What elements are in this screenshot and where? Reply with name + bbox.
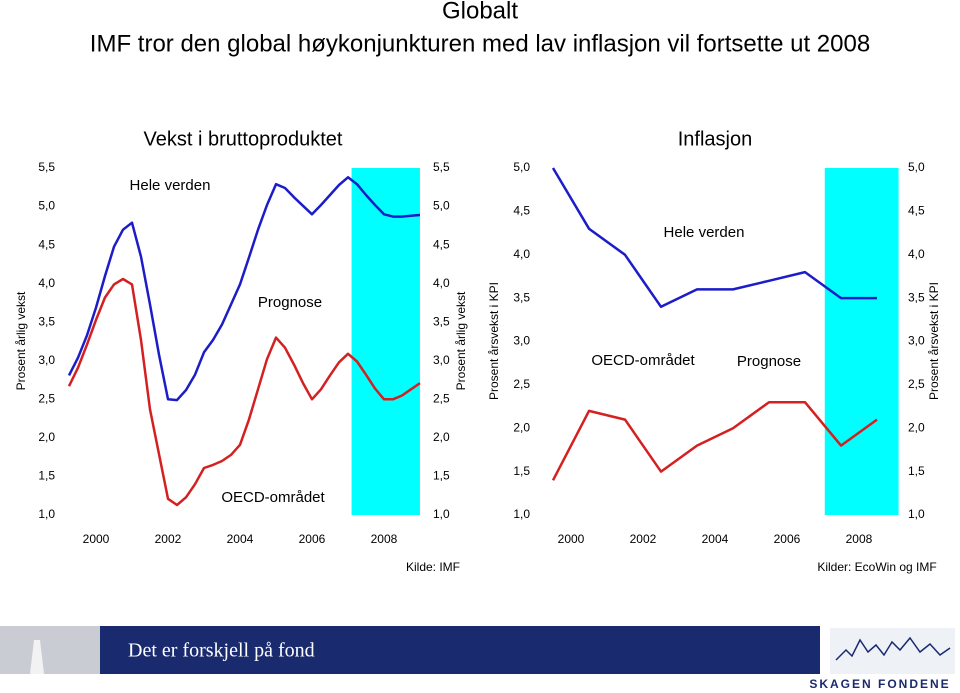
- y-tick-label: 5,0: [38, 199, 55, 213]
- y2-tick-label: 3,5: [433, 314, 450, 328]
- annotation: OECD-området: [591, 352, 695, 369]
- chart-title: Vekst i bruttoproduktet: [143, 128, 342, 150]
- y2-tick-label: 4,0: [433, 276, 450, 290]
- annotation: Hele verden: [664, 224, 745, 241]
- x-tick-label: 2008: [371, 532, 398, 546]
- x-tick-label: 2000: [558, 532, 585, 546]
- y-tick-label: 2,0: [38, 430, 55, 444]
- x-tick-label: 2004: [702, 532, 729, 546]
- y2-axis-label: Prosent årsvekst i KPI: [927, 282, 941, 400]
- forecast-region: [351, 168, 420, 515]
- y2-tick-label: 4,5: [433, 237, 450, 251]
- y2-tick-label: 1,0: [908, 507, 925, 521]
- annotation: Hele verden: [130, 177, 211, 194]
- footer: Det er forskjell på fond SKAGEN FONDENE: [0, 625, 960, 691]
- y-tick-label: 5,5: [38, 160, 55, 174]
- y2-tick-label: 2,0: [908, 420, 925, 434]
- y2-tick-label: 2,5: [908, 377, 925, 391]
- y-tick-label: 3,0: [513, 334, 530, 348]
- footer-chart-line: [835, 636, 951, 661]
- source-note: Kilder: EcoWin og IMF: [817, 560, 936, 574]
- y-axis-label: Prosent årsvekst i KPI: [487, 282, 501, 400]
- chart-title: Inflasjon: [678, 128, 753, 150]
- y-axis-label: Prosent årlig vekst: [14, 291, 28, 390]
- annotation: Prognose: [737, 353, 801, 370]
- y-tick-label: 4,0: [38, 276, 55, 290]
- y2-tick-label: 1,0: [433, 507, 450, 521]
- y2-tick-label: 2,5: [433, 392, 450, 406]
- y2-tick-label: 4,5: [908, 204, 925, 218]
- y2-tick-label: 5,0: [908, 160, 925, 174]
- y2-tick-label: 1,5: [908, 464, 925, 478]
- x-tick-label: 2002: [630, 532, 657, 546]
- x-tick-label: 2006: [299, 532, 326, 546]
- x-tick-label: 2004: [227, 532, 254, 546]
- footer-band: [100, 626, 820, 674]
- x-tick-label: 2008: [846, 532, 873, 546]
- y2-tick-label: 3,0: [433, 353, 450, 367]
- series-line: [551, 400, 878, 481]
- y2-tick-label: 2,0: [433, 430, 450, 444]
- lighthouse-photo: [0, 626, 100, 674]
- forecast-region: [824, 168, 899, 515]
- series-line: [67, 176, 421, 402]
- footer-brand: SKAGEN FONDENE: [809, 677, 950, 691]
- slide-title: Globalt: [442, 0, 518, 24]
- lighthouse: [30, 640, 44, 674]
- y-tick-label: 5,0: [513, 160, 530, 174]
- y-tick-label: 4,5: [38, 237, 55, 251]
- y2-tick-label: 3,5: [908, 290, 925, 304]
- y-tick-label: 1,5: [38, 469, 55, 483]
- y-tick-label: 3,0: [38, 353, 55, 367]
- y-tick-label: 4,5: [513, 204, 530, 218]
- footer-slogan: Det er forskjell på fond: [128, 640, 315, 662]
- chart: Inflasjon 1,0 1,0 1,5 1,5 2,0 2,0 2,5 2,5 3,0 3,0 3…: [487, 128, 941, 574]
- annotation: OECD-området: [221, 489, 325, 506]
- y-tick-label: 2,0: [513, 420, 530, 434]
- y2-tick-label: 5,5: [433, 160, 450, 174]
- y2-tick-label: 1,5: [433, 469, 450, 483]
- y-tick-label: 3,5: [38, 314, 55, 328]
- y-tick-label: 3,5: [513, 290, 530, 304]
- y-tick-label: 1,5: [513, 464, 530, 478]
- footer-chart-image: [830, 628, 955, 674]
- y-tick-label: 1,0: [513, 507, 530, 521]
- source-note: Kilde: IMF: [406, 560, 460, 574]
- y2-tick-label: 4,0: [908, 247, 925, 261]
- y2-tick-label: 3,0: [908, 334, 925, 348]
- chart: Vekst i bruttoproduktet 1,0 1,0 1,5 1,5 2,0 2,…: [14, 128, 468, 574]
- y-tick-label: 4,0: [513, 247, 530, 261]
- slide-subtitle: IMF tror den global høykonjunkturen med …: [90, 30, 870, 57]
- y-tick-label: 2,5: [513, 377, 530, 391]
- x-tick-label: 2002: [155, 532, 182, 546]
- y-tick-label: 1,0: [38, 507, 55, 521]
- series-line: [67, 277, 421, 507]
- annotation: Prognose: [258, 294, 322, 311]
- y2-tick-label: 5,0: [433, 199, 450, 213]
- y-tick-label: 2,5: [38, 392, 55, 406]
- series-line: [551, 167, 877, 309]
- x-tick-label: 2006: [774, 532, 801, 546]
- x-tick-label: 2000: [83, 532, 110, 546]
- y2-axis-label: Prosent årlig vekst: [454, 291, 468, 390]
